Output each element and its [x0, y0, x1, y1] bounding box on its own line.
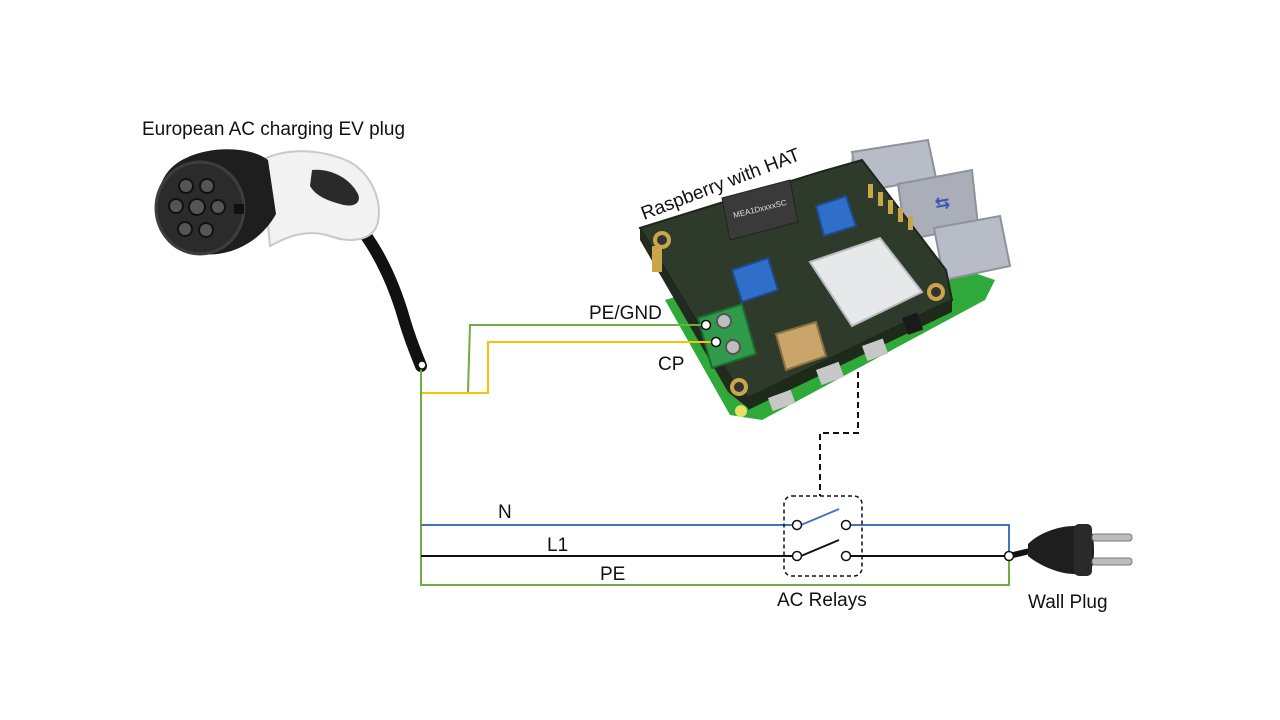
- gpio-header: [868, 184, 913, 230]
- pin-hole-icon: [168, 198, 184, 214]
- wifi-module: [808, 236, 924, 328]
- component-box: [774, 320, 828, 372]
- cp-label: CP: [658, 354, 684, 375]
- trimmer-right: [814, 194, 858, 238]
- latch-icon: [234, 204, 244, 214]
- ev-cable-end-icon: [417, 360, 427, 370]
- power-port: [767, 389, 796, 412]
- hat-board-edge-right: [748, 300, 952, 410]
- ac-relays: [783, 495, 863, 577]
- n-wire-right: [846, 524, 1010, 556]
- header-pin-icon: [652, 246, 662, 272]
- ev-plug-grip: [310, 169, 359, 206]
- micro-usb-port: [816, 361, 845, 386]
- pe-gnd-label: PE/GND: [589, 303, 662, 324]
- ev-plug-label: European AC charging EV plug: [142, 119, 405, 140]
- relays-label: AC Relays: [777, 590, 867, 611]
- pin-hole-icon: [198, 222, 214, 238]
- terminal-cp-icon: [710, 336, 722, 348]
- pin-hole-icon: [210, 199, 226, 215]
- n-relay-contact: [800, 508, 840, 526]
- mounting-hole-icon: [657, 235, 667, 245]
- pin-hole-icon: [177, 221, 193, 237]
- mounting-hole-icon: [734, 382, 744, 392]
- pe-wire: [420, 366, 1010, 586]
- pin-hole-icon: [178, 178, 194, 194]
- pin-hole-icon: [199, 178, 215, 194]
- trimmer-left: [730, 256, 780, 304]
- plug-pin-icon: [1091, 557, 1133, 566]
- terminal-block: [696, 302, 758, 370]
- wall-plug-image: [1003, 524, 1133, 576]
- wall-plug-label: Wall Plug: [1028, 592, 1108, 613]
- terminal-pe-icon: [700, 319, 712, 331]
- wall-plug-node-icon: [1003, 550, 1015, 562]
- n-label: N: [498, 502, 512, 523]
- screw-icon: [725, 339, 741, 355]
- audio-jack: [902, 312, 924, 335]
- relay-box: [783, 495, 863, 577]
- dcdc-module: [721, 179, 799, 241]
- pe-gnd-wire: [467, 324, 706, 393]
- pe-label: PE: [600, 564, 625, 585]
- mounting-hole-icon: [931, 287, 941, 297]
- plug-pin-icon: [1091, 533, 1133, 542]
- screw-icon: [716, 313, 732, 329]
- relay-node-icon: [840, 550, 852, 562]
- cp-wire: [422, 341, 716, 394]
- micro-usb-port: [862, 338, 889, 362]
- relay-node-icon: [840, 519, 852, 531]
- raspberry-board-image: ⇆ MEA1DxxxxSC: [638, 138, 1012, 420]
- l1-relay-contact: [800, 539, 840, 557]
- relay-node-icon: [791, 550, 803, 562]
- relay-control-line: [819, 372, 859, 496]
- ev-plug-handle: [260, 150, 380, 248]
- pin-hole-icon: [188, 198, 206, 216]
- relay-node-icon: [791, 519, 803, 531]
- l1-label: L1: [547, 535, 568, 556]
- ev-cable: [352, 219, 427, 372]
- wall-plug-face: [1074, 524, 1092, 576]
- ev-plug-image: [154, 149, 427, 372]
- usb-logo-icon: ⇆: [933, 192, 952, 215]
- mounting-hole-icon: [735, 405, 747, 417]
